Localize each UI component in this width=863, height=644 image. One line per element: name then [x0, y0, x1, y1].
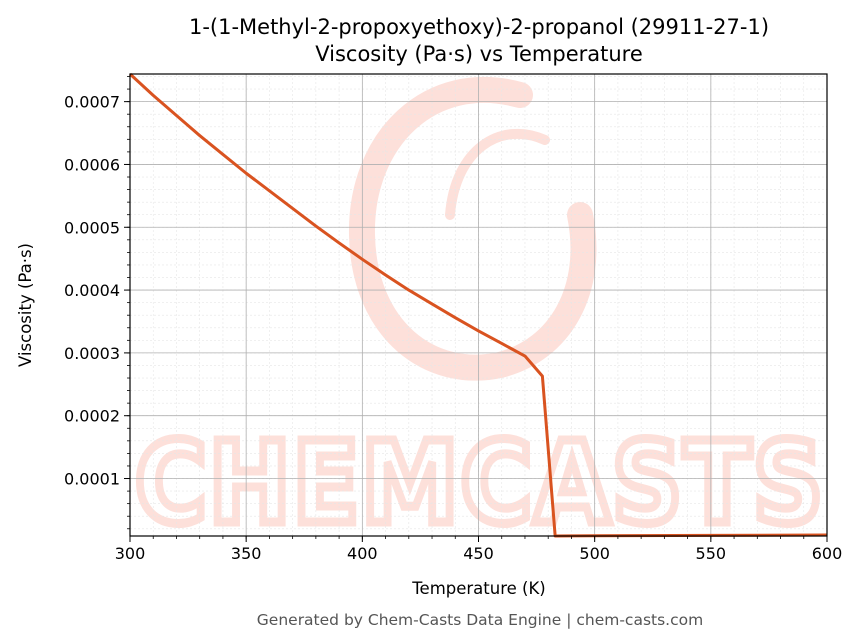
- x-axis: 300 350 400 450 500 550 600: [115, 536, 843, 563]
- chart-title: 1-(1-Methyl-2-propoxyethoxy)-2-propanol …: [189, 15, 769, 39]
- y-tick-label: 0.0005: [64, 218, 120, 237]
- watermark-swirl-icon: [348, 77, 597, 381]
- watermark: CHEMCASTS: [131, 77, 828, 554]
- x-tick-label: 300: [115, 544, 146, 563]
- chart-subtitle: Viscosity (Pa·s) vs Temperature: [315, 42, 643, 66]
- y-axis: 0.0001 0.0002 0.0003 0.0004 0.0005 0.0006 0.00…: [64, 76, 130, 530]
- y-tick-label: 0.0003: [64, 344, 120, 363]
- x-tick-label: 600: [812, 544, 843, 563]
- y-tick-label: 0.0001: [64, 470, 120, 489]
- x-tick-label: 450: [463, 544, 494, 563]
- y-axis-label: Viscosity (Pa·s): [16, 243, 35, 367]
- footer-credit: Generated by Chem-Casts Data Engine | ch…: [257, 611, 703, 629]
- y-tick-label: 0.0006: [64, 155, 120, 174]
- x-tick-label: 500: [579, 544, 610, 563]
- x-tick-label: 550: [696, 544, 727, 563]
- x-axis-label: Temperature (K): [411, 579, 545, 598]
- y-tick-label: 0.0004: [64, 281, 120, 300]
- x-tick-label: 400: [347, 544, 378, 563]
- y-tick-label: 0.0007: [64, 93, 120, 112]
- y-tick-label: 0.0002: [64, 407, 120, 426]
- x-tick-label: 350: [231, 544, 262, 563]
- watermark-swirl-inner-icon: [445, 128, 550, 220]
- watermark-text: CHEMCASTS: [135, 419, 825, 549]
